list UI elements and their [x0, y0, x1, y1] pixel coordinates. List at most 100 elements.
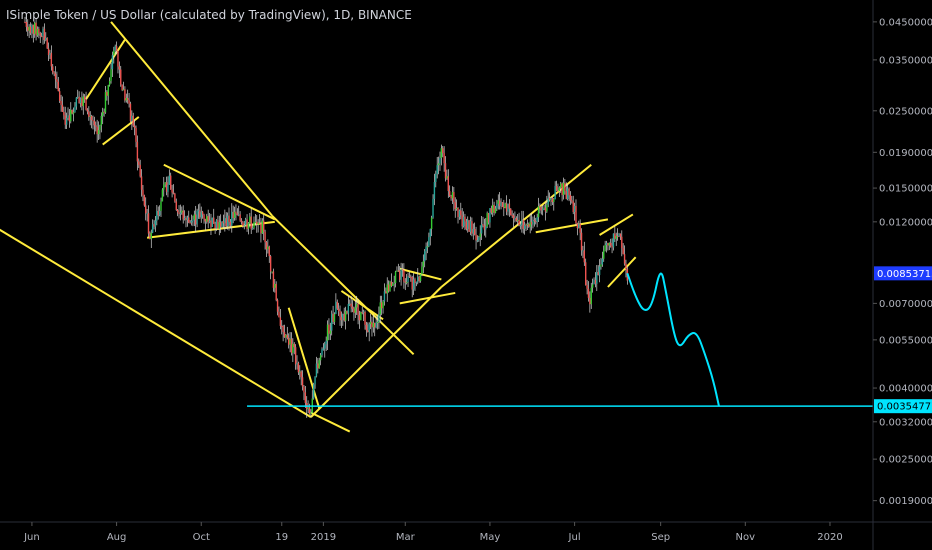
candle-body: [290, 338, 293, 353]
candle-body: [329, 330, 332, 334]
candle-body: [587, 288, 590, 298]
candle-body: [301, 377, 304, 387]
candle-body: [408, 276, 411, 278]
time-axis[interactable]: Jun Aug Oct 19 2019 Mar May Jul Sep Nov 2020: [23, 522, 843, 543]
candle-body: [267, 246, 269, 250]
candle-body: [601, 258, 604, 265]
candle-body: [451, 192, 454, 199]
candle-body: [296, 362, 298, 365]
candle-body: [133, 125, 136, 128]
candle-body: [224, 218, 226, 224]
candle-body: [303, 386, 305, 393]
candle-body: [77, 96, 79, 98]
chart-title: ISimple Token / US Dollar (calculated by…: [6, 8, 412, 22]
candle-body: [97, 130, 100, 135]
trendline[interactable]: [607, 256, 637, 288]
trendline[interactable]: [110, 21, 273, 217]
candle-body: [523, 224, 526, 229]
trendline[interactable]: [599, 213, 634, 236]
candle-body: [244, 219, 247, 226]
candle-body: [150, 232, 152, 239]
trendline[interactable]: [399, 291, 456, 305]
candle-body: [414, 279, 416, 283]
candle-body: [380, 302, 383, 309]
trendline[interactable]: [310, 411, 351, 433]
candle-body: [557, 190, 559, 192]
candle-body: [585, 262, 587, 285]
candle-body: [126, 98, 129, 101]
candle-body: [78, 96, 80, 103]
candle-body: [519, 225, 522, 227]
candle-body: [525, 224, 527, 226]
candle-body: [405, 282, 408, 284]
candle-body: [304, 392, 307, 404]
candle-body: [165, 182, 168, 192]
candle-body: [24, 21, 26, 23]
candle-body: [575, 205, 577, 224]
projection-path[interactable]: [626, 272, 720, 407]
trendline[interactable]: [0, 228, 312, 418]
candle-body: [396, 270, 398, 272]
candle-body: [511, 215, 513, 217]
candle-body: [236, 213, 239, 216]
candle-body: [231, 211, 233, 226]
candle-body: [194, 214, 197, 225]
candle-body: [221, 221, 223, 227]
candle-body: [589, 297, 591, 305]
x-tick-label: 2020: [817, 532, 842, 543]
trendline[interactable]: [163, 163, 276, 221]
candle-body: [269, 256, 272, 272]
candle-body: [111, 55, 114, 70]
trendline[interactable]: [535, 218, 609, 234]
candle-body: [142, 189, 144, 196]
candle-body: [343, 313, 345, 321]
trendline[interactable]: [340, 290, 384, 321]
candle-body: [88, 111, 90, 117]
candle-body: [551, 197, 554, 202]
candle-body: [419, 274, 422, 282]
candle-body: [547, 197, 549, 205]
projection-layer: [247, 272, 873, 407]
candle-body: [424, 251, 426, 262]
candle-body: [468, 220, 470, 232]
candle-body: [372, 322, 375, 328]
candle-body: [29, 26, 32, 34]
candle-body: [285, 335, 287, 338]
trendline[interactable]: [271, 214, 415, 355]
candle-body: [192, 219, 194, 222]
candle-body: [318, 360, 320, 369]
candle-body: [81, 98, 83, 107]
candle-body: [432, 198, 434, 218]
candle-body: [383, 291, 386, 302]
candle-body: [279, 317, 282, 326]
candle-body: [350, 303, 352, 307]
candle-body: [256, 221, 258, 225]
candle-body: [379, 302, 381, 315]
candle-body: [103, 111, 105, 113]
candle-body: [490, 208, 493, 213]
candle-body: [616, 235, 619, 237]
candle-body: [67, 115, 69, 118]
candle-body: [132, 115, 134, 126]
trendline[interactable]: [310, 286, 443, 418]
candle-body: [188, 217, 190, 223]
candle-body: [619, 233, 622, 237]
candle-body: [287, 337, 290, 345]
candle-body: [217, 220, 219, 229]
candle-body: [135, 127, 137, 142]
trendline[interactable]: [85, 39, 126, 100]
candle-body: [428, 237, 430, 247]
candle-body: [444, 163, 447, 179]
candle-body: [299, 371, 301, 373]
candle-body: [475, 234, 477, 241]
candle-body: [590, 287, 592, 305]
candle-body: [171, 189, 173, 193]
candle-body: [439, 157, 441, 164]
candle-body: [174, 193, 176, 202]
candle-body: [397, 270, 400, 272]
